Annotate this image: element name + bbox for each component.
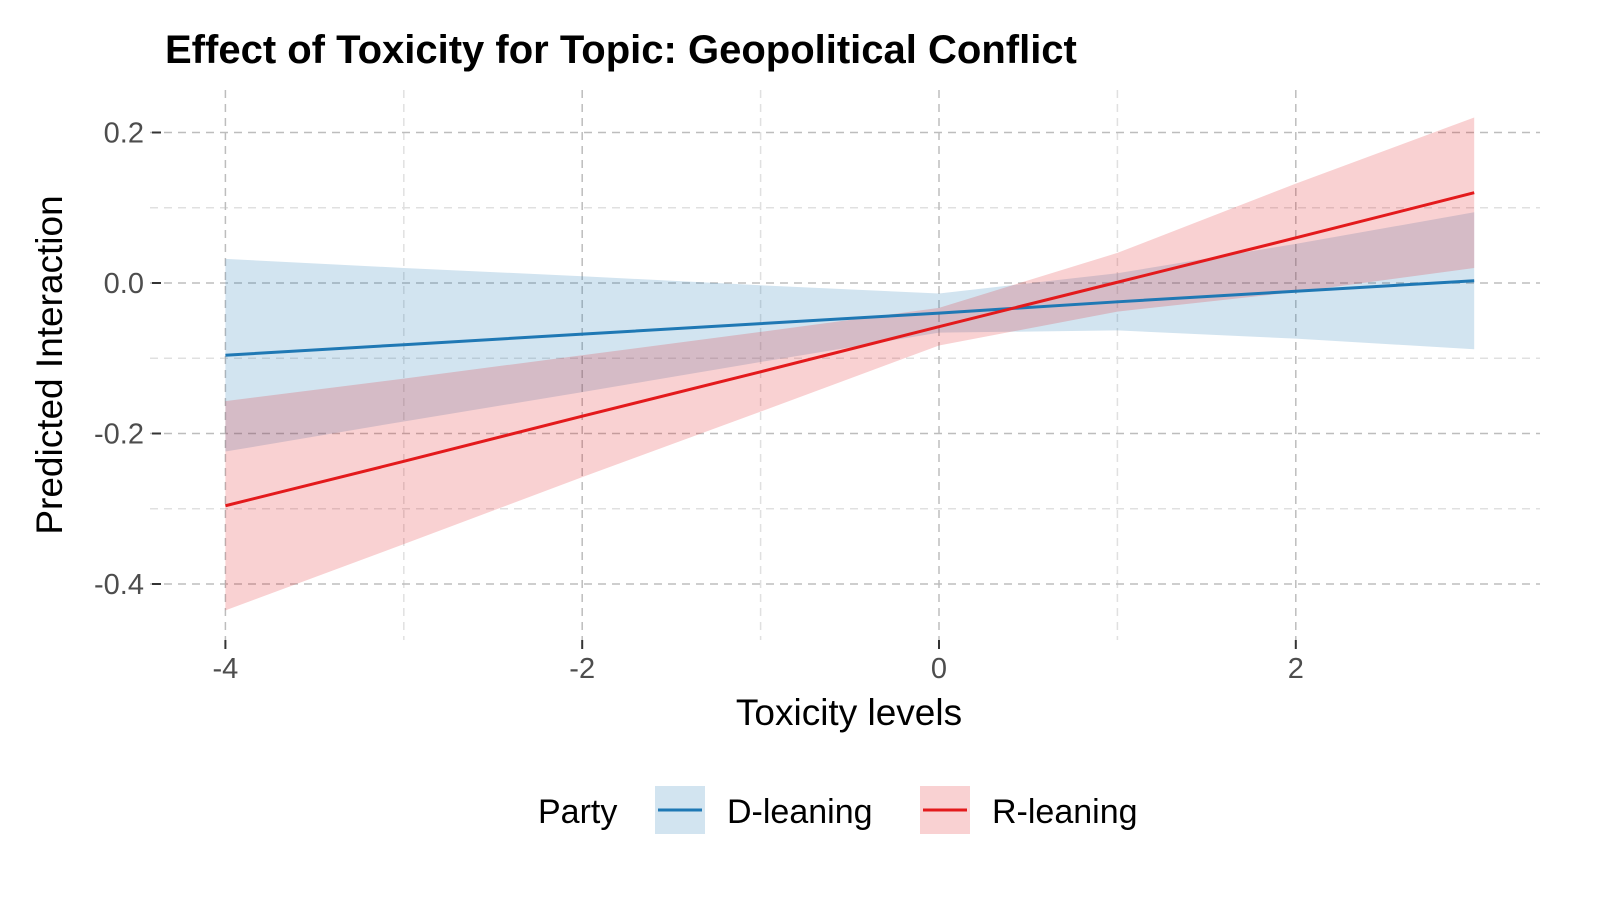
legend-label-d-leaning: D-leaning: [727, 793, 873, 831]
confidence-bands: [225, 117, 1475, 611]
x-axis-label: Toxicity levels: [736, 692, 962, 733]
grid: [150, 90, 1540, 640]
line-r-leaning: [225, 191, 1475, 508]
y-axis: 0.2 0.0 -0.2 -0.4: [94, 118, 161, 601]
x-tick-label: 0: [931, 653, 947, 685]
y-tick-label: 0.0: [104, 268, 144, 300]
legend: Party D-leaning R-leaning: [538, 786, 1138, 834]
x-axis: -4 -2 0 2: [213, 640, 1304, 685]
x-tick-label: -4: [213, 653, 239, 685]
series-lines: [225, 191, 1475, 508]
y-tick-label: 0.2: [104, 118, 144, 150]
line-d-leaning: [225, 279, 1475, 357]
y-tick-label: -0.2: [94, 419, 144, 451]
x-tick-label: 2: [1288, 653, 1304, 685]
y-axis-label: Predicted Interaction: [29, 195, 70, 534]
y-tick-label: -0.4: [94, 569, 144, 601]
legend-title: Party: [538, 793, 617, 831]
chart-title: Effect of Toxicity for Topic: Geopolitic…: [165, 28, 1077, 72]
band-r-leaning: [225, 117, 1475, 611]
x-tick-label: -2: [569, 653, 595, 685]
legend-label-r-leaning: R-leaning: [992, 793, 1138, 831]
